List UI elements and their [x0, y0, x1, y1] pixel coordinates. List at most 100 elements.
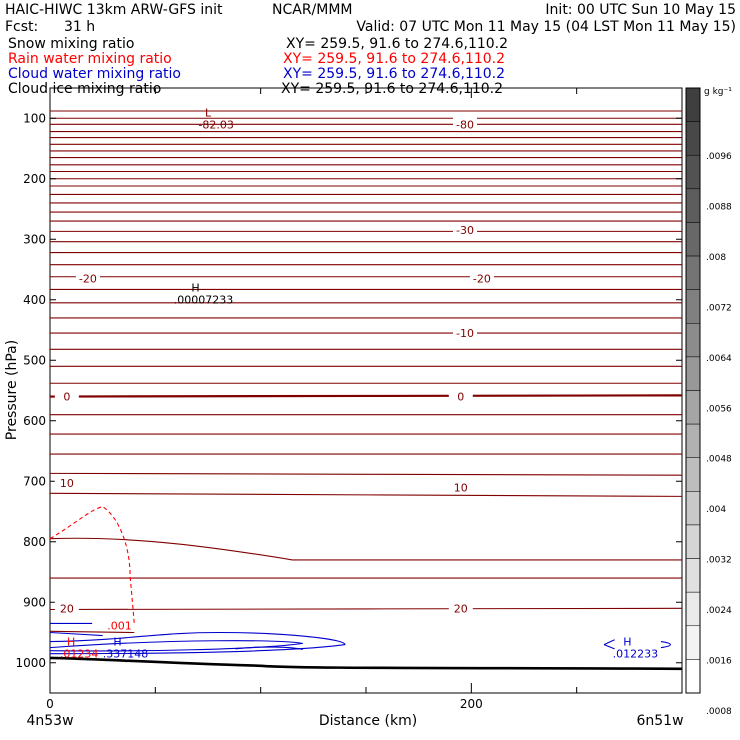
isotherm-label-bg	[469, 271, 494, 284]
isotherm-label-bg	[54, 601, 79, 614]
colorbar-swatch	[685, 390, 701, 425]
colorbar-swatch	[685, 457, 701, 492]
colorbar-swatch	[685, 87, 701, 122]
colorbar-swatch	[685, 255, 701, 290]
extremum-value: .01234	[60, 648, 99, 661]
colorbar-label: .0072	[706, 303, 732, 313]
institution-label: NCAR/MMM	[272, 2, 353, 18]
colorbar-swatch	[685, 289, 701, 324]
colorbar-swatch	[685, 154, 701, 190]
init-time: Init: 00 UTC Sun 10 May 15	[545, 2, 736, 18]
colorbar-swatch	[685, 423, 701, 458]
extremum-type: H	[191, 282, 199, 295]
colorbar-swatch	[685, 491, 701, 526]
isotherm-label: -10	[456, 327, 474, 340]
isotherm-label: 10	[454, 481, 468, 494]
colorbar-frame	[685, 87, 701, 694]
extremum-type: H	[113, 636, 121, 649]
colorbar: g kg⁻¹ .0096 .0088 .008 .0072 .0064 .0056 .004…	[685, 87, 732, 717]
y-tick-label: 900	[23, 595, 46, 609]
cloud-water-contour	[49, 631, 103, 637]
extremum-value: .00007233	[174, 294, 234, 307]
isotherm-lines	[49, 110, 683, 671]
isotherm-label: 20	[60, 602, 74, 615]
cloud-water-contour	[49, 631, 346, 655]
colorbar-swatch	[685, 356, 701, 391]
y-tick-label: 400	[23, 293, 46, 307]
isotherm-line	[49, 630, 135, 634]
y-tick-label: 1000	[15, 656, 46, 670]
field-name-cloud-ice: Cloud ice mixing ratio	[8, 81, 161, 97]
isotherm-label: 0	[63, 391, 70, 404]
colorbar-swatch	[685, 121, 701, 156]
moisture-contours	[49, 506, 671, 655]
valid-time: Valid: 07 UTC Mon 11 May 15 (04 LST Mon …	[356, 19, 736, 35]
cloud-water-contour	[660, 641, 671, 649]
y-tick-label: 500	[23, 353, 46, 367]
isotherm-label: -80	[456, 118, 474, 131]
field-name-snow: Snow mixing ratio	[8, 36, 134, 52]
cloud-water-contour	[49, 640, 303, 652]
y-tick-label: 700	[23, 474, 46, 488]
extremum-value: .012233	[613, 648, 659, 661]
cloud-water-contour	[603, 644, 615, 650]
colorbar-label: .0048	[706, 455, 732, 465]
y-tick-label: 200	[23, 172, 46, 186]
y-tick-label: 100	[23, 111, 46, 125]
extremum-value: -82.03	[198, 118, 233, 131]
isotherm-label: 20	[454, 602, 468, 615]
colorbar-label: .008	[706, 253, 726, 263]
x-end-location: 6n51w	[636, 713, 683, 729]
isotherm-label: -20	[79, 273, 97, 286]
field-legend: Snow mixing ratio XY= 259.5, 91.6 to 274…	[8, 36, 508, 97]
y-tick-label: 300	[23, 232, 46, 246]
colorbar-label: .0016	[706, 656, 732, 666]
x-axis-title: Distance (km)	[319, 713, 417, 729]
colorbar-label: .0088	[706, 203, 732, 213]
isotherm-label-bg	[54, 389, 79, 402]
isotherm-label: -30	[456, 224, 474, 237]
y-tick-label: 800	[23, 535, 46, 549]
colorbar-label: .0032	[706, 556, 732, 566]
colorbar-label: .0024	[706, 606, 732, 616]
field-xy-cloud-water: XY= 259.5, 91.6 to 274.6,110.2	[283, 66, 505, 82]
forecast-label: Fcst:	[5, 19, 38, 35]
terrain-line	[49, 656, 683, 671]
rain-contour-label: .001	[107, 619, 132, 632]
x-tick-label: 0	[46, 697, 54, 711]
field-name-cloud-water: Cloud water mixing ratio	[8, 66, 181, 82]
forecast-hour: 31 h	[64, 19, 95, 35]
extremum-type: H	[623, 636, 631, 649]
field-xy-rain: XY= 259.5, 91.6 to 274.6,110.2	[283, 51, 505, 67]
isotherm-line	[49, 472, 683, 476]
colorbar-label: .0096	[706, 152, 732, 162]
isotherm-line	[49, 537, 682, 561]
isotherm-label-bg	[453, 223, 478, 236]
colorbar-swatch	[685, 188, 701, 223]
x-tick-label: 200	[460, 697, 483, 711]
isotherm-line	[49, 394, 683, 398]
header: HAIC-HIWC 13km ARW-GFS init NCAR/MMM Ini…	[5, 2, 736, 35]
colorbar-swatch	[685, 558, 701, 593]
colorbar-label: .0064	[706, 354, 732, 364]
colorbar-swatch	[685, 591, 701, 627]
colorbar-swatch	[685, 524, 701, 559]
colorbar-label: .0056	[706, 404, 732, 414]
field-xy-snow: XY= 259.5, 91.6 to 274.6,110.2	[286, 36, 508, 52]
cloud-water-contour	[603, 639, 615, 646]
isotherm-label-bg	[448, 601, 473, 614]
isotherm-label-bg	[448, 480, 473, 493]
y-tick-label: 600	[23, 414, 46, 428]
colorbar-unit: g kg⁻¹	[704, 87, 732, 97]
field-name-rain: Rain water mixing ratio	[8, 51, 172, 67]
colorbar-swatch	[685, 625, 701, 660]
model-title: HAIC-HIWC 13km ARW-GFS init	[5, 2, 223, 18]
colorbar-swatch	[685, 222, 701, 257]
extremum-type: H	[67, 636, 75, 649]
isotherm-label-bg	[75, 271, 100, 284]
isotherm-line	[49, 607, 683, 611]
